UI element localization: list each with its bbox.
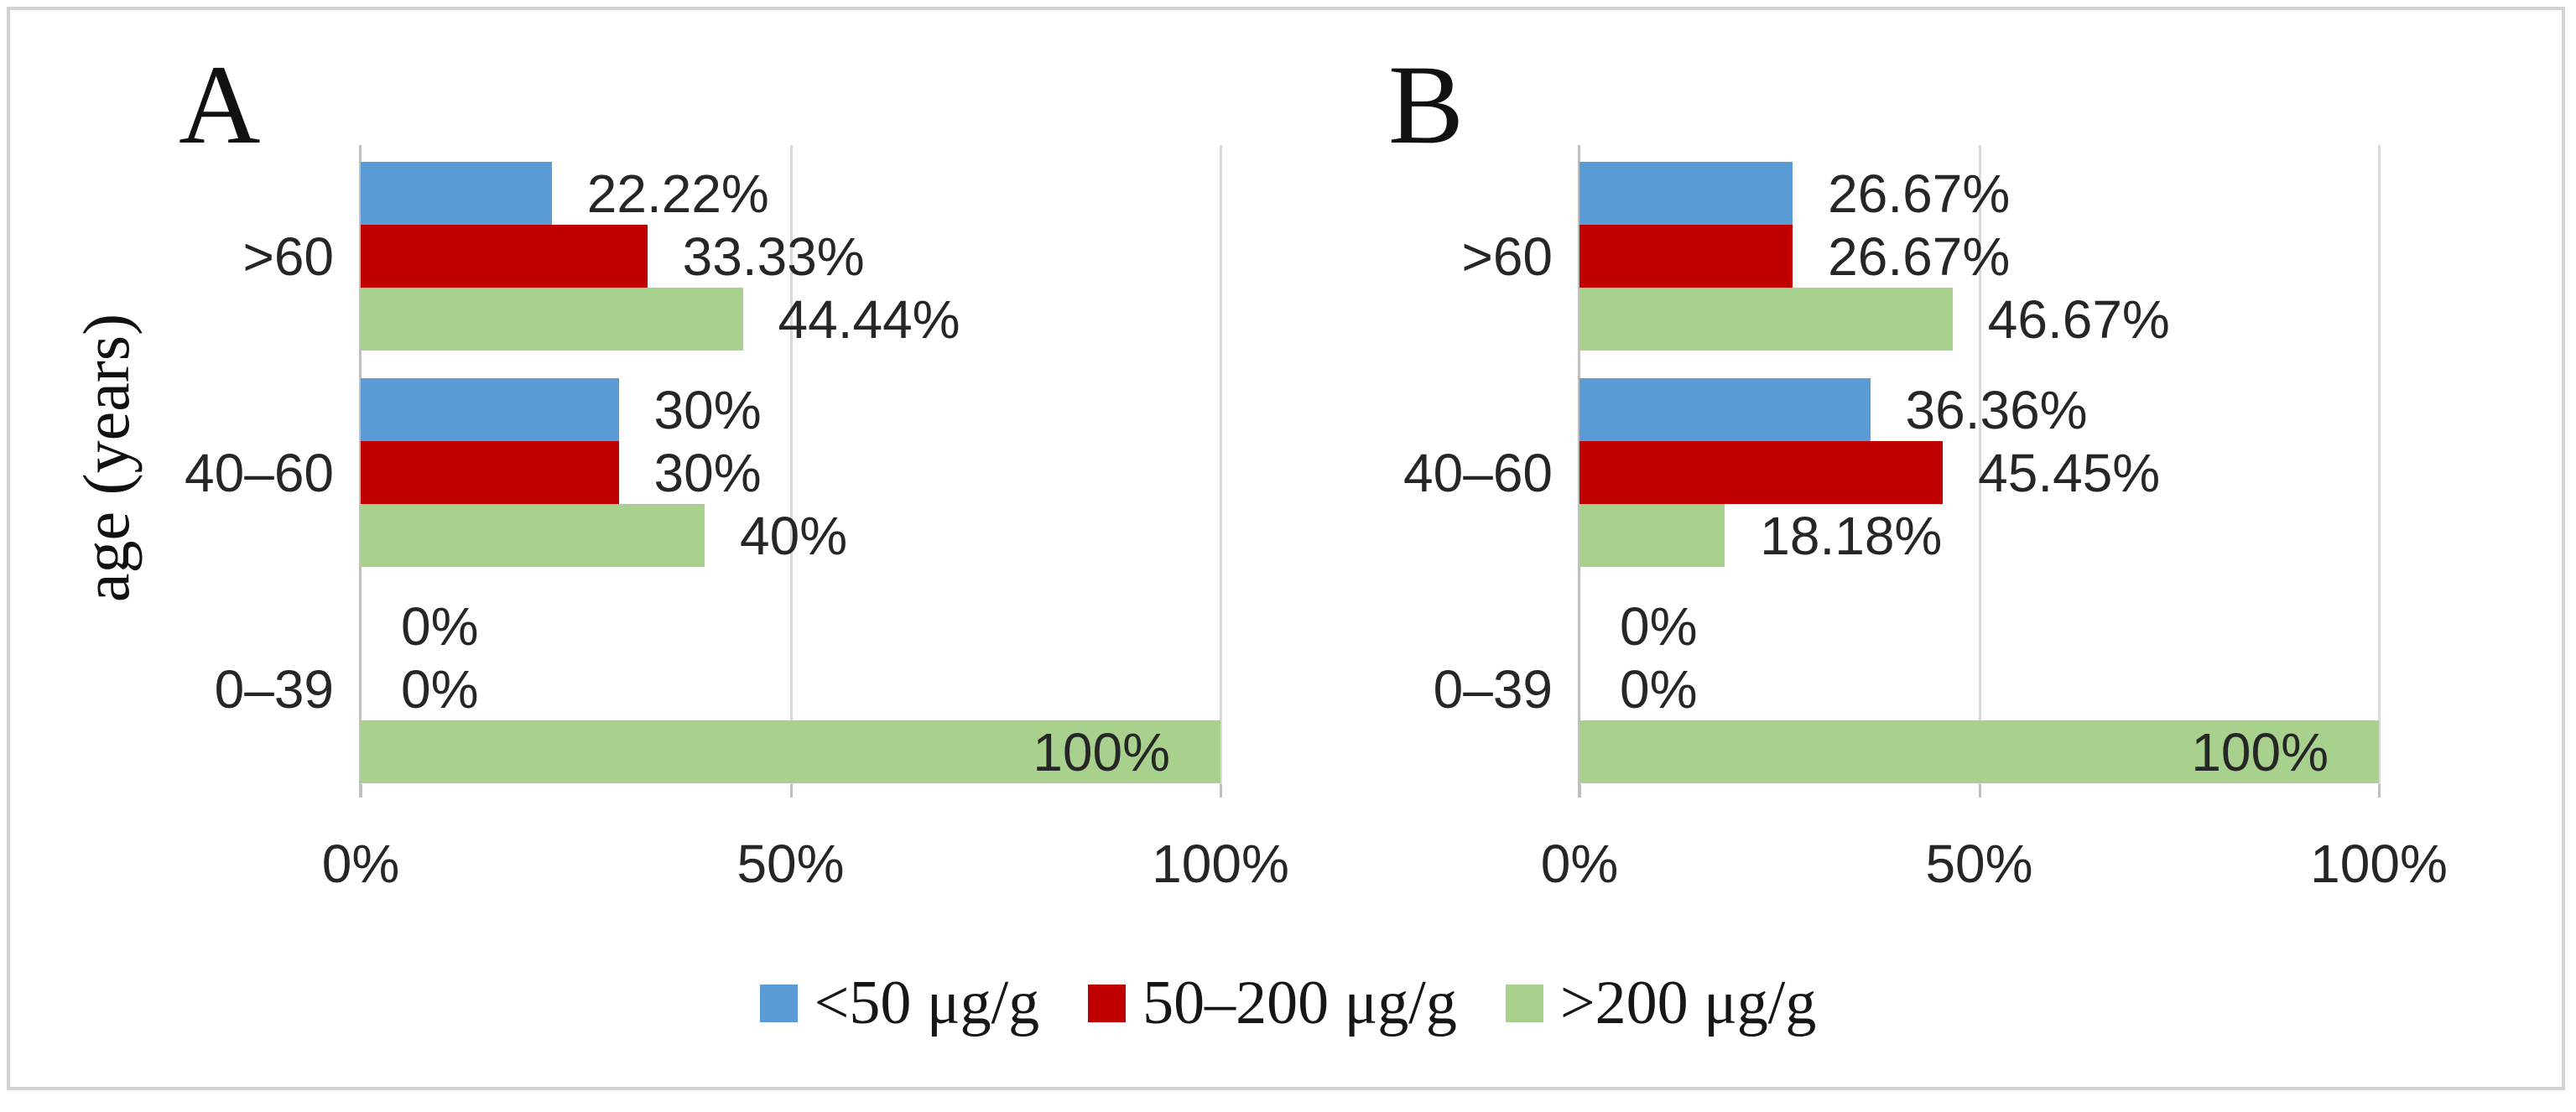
legend-item: <50 μg/g (759, 969, 1040, 1037)
bar (361, 162, 552, 225)
data-label: 26.67% (1828, 163, 2011, 224)
legend-swatch (759, 984, 798, 1022)
category-label: 0–39 (1433, 658, 1553, 720)
data-label: 30% (653, 442, 762, 503)
gridline-100% (1220, 145, 1222, 784)
bar (361, 504, 705, 567)
x-axis-tick-label: 100% (1152, 834, 1289, 894)
x-axis-tick (2378, 784, 2381, 798)
panel-a-label: A (179, 43, 261, 168)
data-label: 36.36% (1905, 379, 2088, 440)
data-label: 0% (401, 658, 479, 720)
data-label: 26.67% (1828, 226, 2011, 287)
category-label: >60 (1461, 226, 1553, 287)
data-label: 100% (2191, 721, 2329, 782)
x-axis-tick-label: 100% (2310, 834, 2448, 894)
x-axis-tick (1579, 784, 1581, 798)
bar (1579, 225, 1793, 288)
bar (361, 378, 619, 441)
x-axis-tick-label: 50% (1925, 834, 2033, 894)
data-label: 33.33% (682, 226, 865, 287)
data-label: 100% (1033, 721, 1170, 782)
gridline-50% (789, 145, 793, 784)
bar (361, 288, 743, 351)
legend-swatch (1088, 984, 1127, 1022)
data-label: 0% (1620, 658, 1698, 720)
legend-swatch (1505, 984, 1543, 1022)
legend-label: <50 μg/g (814, 969, 1040, 1037)
data-label: 40% (740, 505, 848, 566)
data-label: 18.18% (1760, 505, 1943, 566)
data-label: 30% (653, 379, 762, 440)
category-label: >60 (242, 226, 334, 287)
bar (361, 720, 1220, 783)
bar (1579, 504, 1725, 567)
data-label: 0% (1620, 595, 1698, 657)
legend-label: >200 μg/g (1559, 969, 1817, 1037)
gridline-50% (1978, 145, 1981, 784)
data-label: 44.44% (778, 288, 960, 350)
gridline-100% (2378, 145, 2381, 784)
bar (361, 225, 648, 288)
data-label: 0% (401, 595, 479, 657)
category-label: 40–60 (1403, 442, 1553, 503)
legend-item: 50–200 μg/g (1088, 972, 1457, 1034)
category-label: 40–60 (185, 442, 334, 503)
legend-item: >200 μg/g (1505, 969, 1817, 1037)
data-label: 45.45% (1978, 442, 2161, 503)
bar (361, 441, 619, 504)
legend-label: 50–200 μg/g (1142, 969, 1457, 1037)
y-axis-line (1578, 145, 1580, 798)
bar (1579, 288, 1953, 351)
bar (1579, 720, 2379, 783)
legend: <50 μg/g 50–200 μg/g >200 μg/g (0, 964, 2576, 1042)
x-axis-tick (1220, 784, 1222, 798)
x-axis-tick-label: 0% (321, 834, 400, 894)
x-axis-tick-label: 0% (1540, 834, 1619, 894)
bar (1579, 378, 1871, 441)
category-label: 0–39 (214, 658, 334, 720)
data-label: 22.22% (586, 163, 769, 224)
panel-b-label: B (1388, 43, 1465, 168)
x-axis-tick (1978, 784, 1981, 798)
data-label: 46.67% (1987, 288, 2170, 350)
bar (1579, 441, 1944, 504)
figure-border (7, 7, 2565, 1090)
x-axis-tick (789, 784, 793, 798)
bar (1579, 162, 1793, 225)
x-axis-tick (360, 784, 362, 798)
y-axis-line (359, 145, 362, 798)
x-axis-tick-label: 50% (736, 834, 845, 894)
